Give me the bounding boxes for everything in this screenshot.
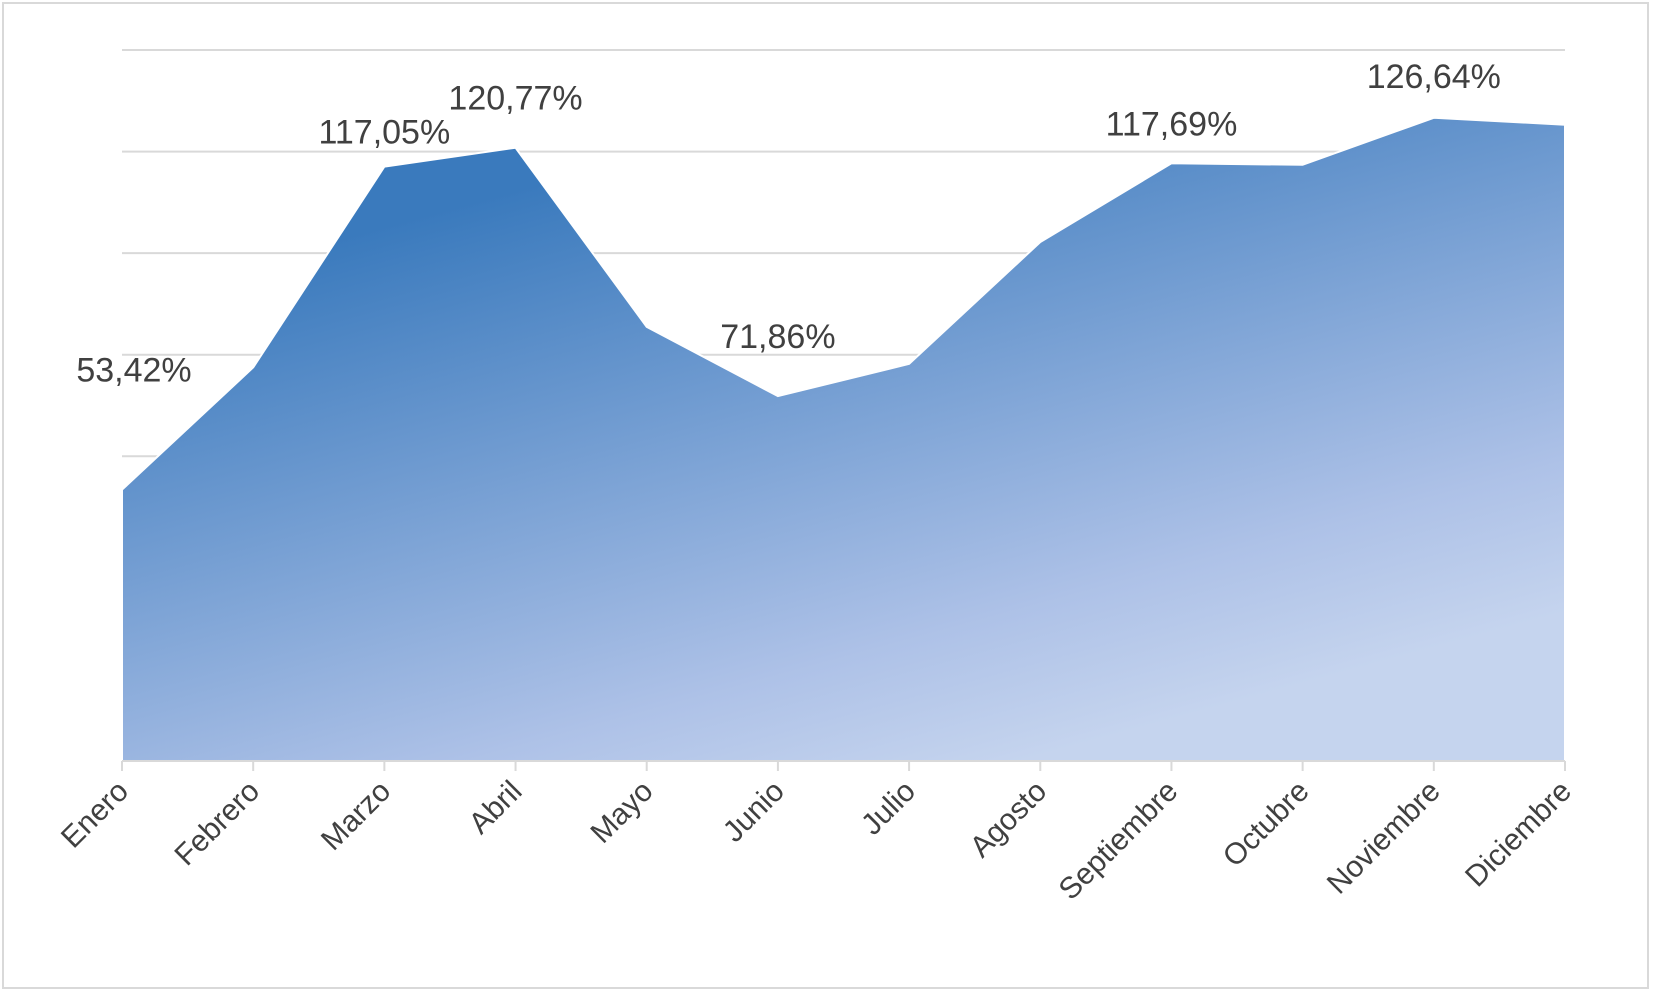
x-tick-label: Mayo <box>584 775 659 850</box>
data-label: 53,42% <box>76 352 191 390</box>
data-label: 71,86% <box>720 318 835 356</box>
x-tick-label: Agosto <box>964 775 1053 864</box>
x-tick-label: Julio <box>855 775 922 842</box>
data-label: 126,64% <box>1367 58 1501 96</box>
data-label: 117,05% <box>319 114 451 152</box>
x-tick-label: Noviembre <box>1321 775 1447 901</box>
x-tick-label: Diciembre <box>1459 775 1578 894</box>
x-tick-label: Enero <box>55 775 135 855</box>
x-tick-label: Febrero <box>169 775 267 873</box>
x-tick-label: Junio <box>717 775 791 849</box>
x-tick-label: Marzo <box>315 775 397 857</box>
x-axis: Enero Febrero Marzo Abril Mayo Junio Julio Agos… <box>55 760 1578 907</box>
data-labels: 53,42% 117,05%120,77% 71,86% 117,69% 126,64% <box>76 58 1501 390</box>
x-tick-label: Septiembre <box>1053 775 1185 907</box>
area-fill <box>121 116 1566 762</box>
data-label: 117,69% <box>1106 105 1238 143</box>
x-tick-label: Octubre <box>1217 775 1316 874</box>
area-series <box>121 116 1566 762</box>
data-label: 120,77% <box>448 80 582 118</box>
x-tick-label: Abril <box>463 775 529 841</box>
